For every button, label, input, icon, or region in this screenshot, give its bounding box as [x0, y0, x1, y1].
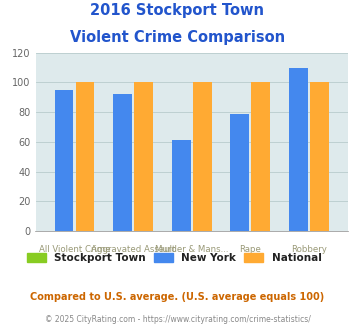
Bar: [193, 82, 212, 231]
Bar: [230, 114, 249, 231]
Bar: [172, 140, 191, 231]
Text: © 2025 CityRating.com - https://www.cityrating.com/crime-statistics/: © 2025 CityRating.com - https://www.city…: [45, 315, 310, 324]
Text: Rape: Rape: [239, 245, 261, 254]
Bar: [55, 90, 73, 231]
Bar: [310, 82, 329, 231]
Text: Robbery: Robbery: [291, 245, 327, 254]
Text: Aggravated Assault: Aggravated Assault: [91, 245, 175, 254]
Text: 2016 Stockport Town: 2016 Stockport Town: [91, 3, 264, 18]
Bar: [113, 94, 132, 231]
Bar: [134, 82, 153, 231]
Bar: [251, 82, 270, 231]
Bar: [76, 82, 94, 231]
Bar: [289, 68, 308, 231]
Text: All Violent Crime: All Violent Crime: [39, 245, 110, 254]
Text: Murder & Mans...: Murder & Mans...: [155, 245, 229, 254]
Legend: Stockport Town, New York, National: Stockport Town, New York, National: [23, 249, 326, 267]
Text: Violent Crime Comparison: Violent Crime Comparison: [70, 30, 285, 45]
Text: Compared to U.S. average. (U.S. average equals 100): Compared to U.S. average. (U.S. average …: [31, 292, 324, 302]
